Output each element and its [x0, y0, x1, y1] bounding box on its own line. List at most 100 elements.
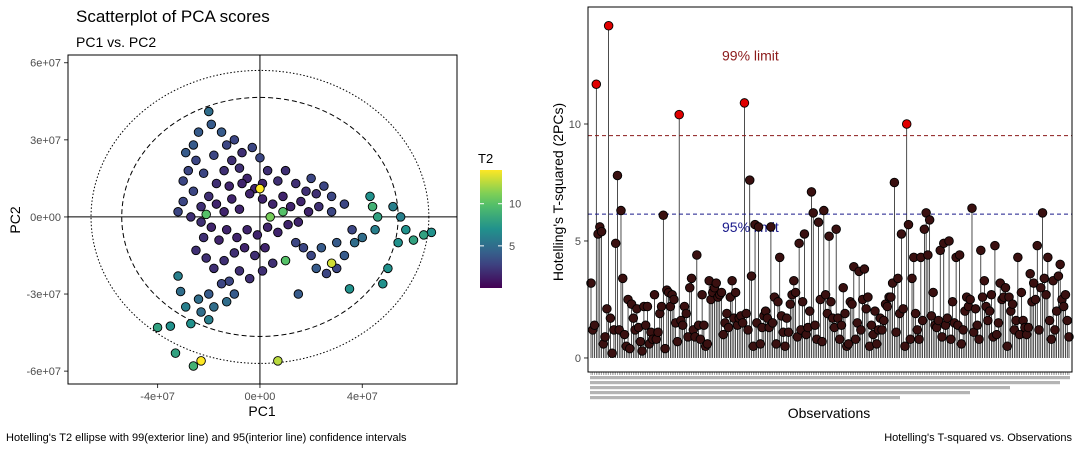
- observation-point: [1039, 273, 1050, 284]
- y-tick-label: 3e+07: [30, 135, 61, 147]
- color-legend: T2 5 10: [478, 151, 521, 288]
- observation-point: [861, 304, 871, 314]
- scatter-point: [252, 230, 263, 240]
- scatter-point: [331, 237, 342, 248]
- observation-point: [956, 339, 967, 349]
- observation-point: [1028, 278, 1039, 288]
- observation-point: [660, 343, 670, 354]
- observation-point: [1051, 306, 1062, 316]
- legend-tick-label: 5: [509, 241, 515, 253]
- observation-point: [743, 325, 753, 335]
- observation-point: [692, 250, 702, 260]
- scatter-point: [175, 286, 186, 297]
- scatter-point: [285, 201, 296, 212]
- observation-point: [628, 313, 639, 323]
- observation-point: [877, 325, 887, 335]
- observation-point: [976, 245, 986, 256]
- observation-point: [783, 327, 794, 337]
- scatter-point: [255, 183, 265, 194]
- scatter-point: [255, 153, 265, 163]
- scatter-point: [280, 165, 291, 176]
- observation-point: [605, 313, 616, 323]
- observation-point: [979, 276, 990, 286]
- scatter-point: [378, 279, 388, 289]
- observation-point: [1046, 334, 1057, 344]
- scatter-point: [227, 194, 237, 204]
- scatter-point: [234, 163, 245, 173]
- scatter-point: [191, 245, 201, 256]
- observation-point: [944, 236, 954, 246]
- observation-point: [958, 325, 968, 335]
- observation-point: [891, 327, 901, 337]
- observation-point: [1023, 322, 1034, 333]
- x-tick-label-band: [590, 391, 970, 395]
- scatter-point: [293, 217, 304, 227]
- observation-point: [819, 205, 829, 216]
- scatter-point: [180, 147, 191, 158]
- observation-point: [789, 276, 799, 286]
- observation-point: [824, 231, 834, 242]
- left-plot-border: [67, 54, 458, 385]
- scatter-point: [262, 222, 273, 232]
- scatter-point: [227, 155, 237, 166]
- scatter-point: [206, 222, 217, 232]
- observation-point: [637, 346, 647, 356]
- scatter-point: [152, 322, 163, 333]
- observation-point: [790, 287, 801, 298]
- scatter-point: [257, 194, 268, 204]
- scatter-point: [229, 289, 240, 299]
- observation-point: [681, 308, 691, 319]
- observation-point: [850, 334, 861, 344]
- observation-point: [804, 306, 815, 316]
- observation-point: [617, 273, 628, 284]
- scatter-point: [201, 253, 211, 263]
- scatter-point: [370, 225, 380, 235]
- observation-point: [780, 341, 790, 352]
- scatter-point: [221, 297, 232, 307]
- left-plot-layer: [68, 55, 457, 384]
- scatter-point: [198, 168, 209, 178]
- scatter-point: [273, 176, 283, 186]
- observation-point: [820, 290, 831, 300]
- scatter-point: [280, 255, 291, 266]
- observation-point: [619, 329, 630, 340]
- scatter-point: [188, 186, 199, 196]
- left-axis-ticks: -4e+07 0e+00 4e+07 6e+07 3e+07 0e+00 -3e+07 -6e…: [26, 58, 377, 403]
- observation-point: [746, 271, 757, 281]
- scatter-point: [204, 314, 214, 325]
- observation-point: [907, 273, 917, 284]
- scatter-point: [283, 219, 293, 230]
- observation-point: [946, 334, 956, 344]
- observation-point: [642, 301, 653, 312]
- observation-point: [838, 283, 848, 293]
- observation-point: [739, 98, 750, 108]
- observation-point: [702, 339, 713, 349]
- left-x-axis-title: PC1: [248, 403, 275, 419]
- observation-point: [1062, 315, 1072, 326]
- observation-point: [990, 240, 1000, 251]
- observation-point: [905, 334, 916, 344]
- observation-point: [737, 318, 748, 328]
- y-tick-label: -3e+07: [26, 289, 61, 301]
- left-chart-subtitle: PC1 vs. PC2: [76, 34, 156, 50]
- observation-point: [970, 304, 981, 314]
- observation-point: [870, 306, 880, 316]
- right-y-tick-label: 5: [575, 236, 581, 248]
- scatter-point: [219, 165, 229, 176]
- observation-point: [1013, 252, 1023, 263]
- legend-tick-label: 10: [509, 199, 521, 211]
- scatter-point: [326, 258, 337, 268]
- scatter-point: [326, 207, 337, 217]
- observation-point: [863, 292, 873, 302]
- scatter-point: [201, 209, 211, 220]
- observation-point: [808, 208, 818, 218]
- x-tick-label-band: [590, 381, 1060, 385]
- scatter-point: [221, 140, 232, 150]
- scatter-point: [191, 155, 201, 166]
- scatter-point: [180, 302, 191, 312]
- observation-point: [926, 311, 937, 321]
- x-tick-label-band: [590, 386, 1010, 390]
- scatter-point: [234, 204, 245, 214]
- scatter-point: [306, 250, 316, 261]
- observation-point: [782, 313, 792, 323]
